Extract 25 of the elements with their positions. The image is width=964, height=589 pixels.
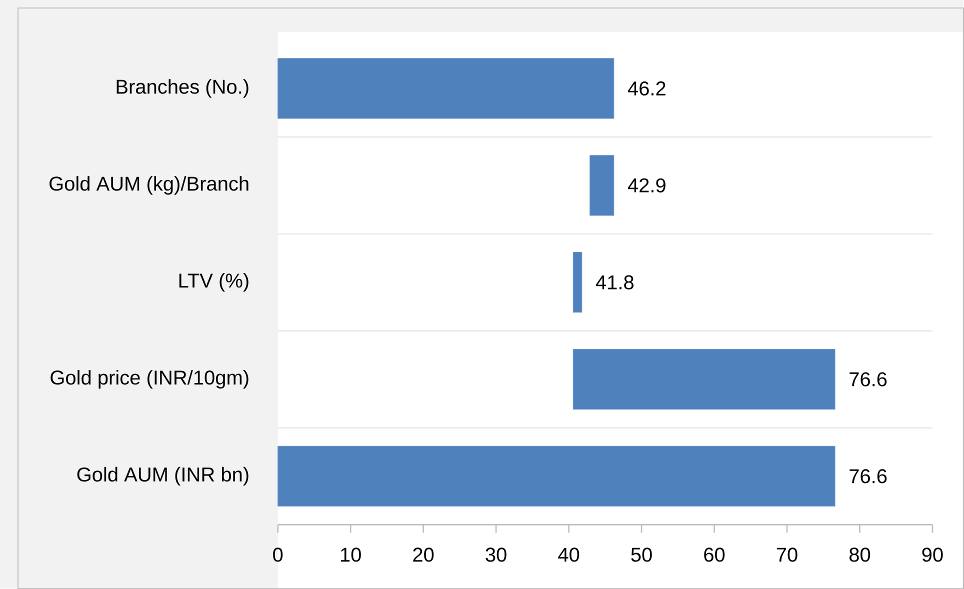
bar [590,154,614,216]
bar [572,348,836,410]
y-tick-label: Gold AUM (INR bn) [77,466,248,486]
bar [572,252,582,313]
y-tick-label: Gold price (INR/10gm) [50,370,248,389]
x-tick-label: 80 [849,548,870,562]
x-tick-label: 40 [558,548,580,562]
x-tick-label: 0 [273,548,283,562]
data-label: 46.2 [628,81,666,96]
bar [278,446,836,506]
data-label: 42.9 [628,178,666,192]
y-tick-label: Gold AUM (kg)/Branch [50,176,248,195]
x-tick-label: 30 [486,548,506,562]
x-tick-label: 20 [413,548,434,562]
x-tick-label: 10 [340,548,361,562]
data-label: 41.8 [596,275,634,290]
x-tick-label: 50 [631,548,652,562]
x-tick-label: 60 [704,548,725,562]
y-tick-label: Branches (No.) [116,79,248,98]
data-label: 76.6 [850,469,887,484]
data-label: 76.6 [850,372,887,386]
x-tick-label: 90 [922,548,943,562]
bar [278,58,614,119]
x-tick-label: 70 [776,548,798,562]
y-tick-label: LTV (%) [179,272,248,292]
